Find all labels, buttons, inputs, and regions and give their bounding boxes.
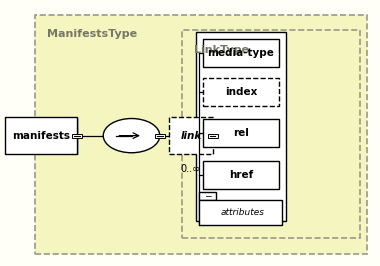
Text: LinkType: LinkType bbox=[194, 45, 249, 55]
FancyBboxPatch shape bbox=[196, 32, 286, 221]
Text: attributes: attributes bbox=[220, 208, 264, 217]
FancyBboxPatch shape bbox=[72, 134, 82, 138]
FancyBboxPatch shape bbox=[182, 30, 360, 238]
FancyBboxPatch shape bbox=[5, 117, 77, 154]
Text: media-type: media-type bbox=[207, 48, 274, 58]
FancyBboxPatch shape bbox=[206, 162, 281, 190]
Text: ManifestsType: ManifestsType bbox=[47, 29, 137, 39]
Text: −: − bbox=[204, 192, 212, 201]
FancyBboxPatch shape bbox=[203, 161, 279, 189]
FancyBboxPatch shape bbox=[206, 40, 281, 68]
Text: 0..∞: 0..∞ bbox=[181, 164, 201, 173]
FancyBboxPatch shape bbox=[35, 15, 367, 254]
Text: link: link bbox=[180, 131, 201, 141]
FancyBboxPatch shape bbox=[206, 120, 281, 148]
FancyBboxPatch shape bbox=[169, 117, 213, 154]
FancyBboxPatch shape bbox=[208, 134, 217, 138]
FancyBboxPatch shape bbox=[200, 200, 282, 225]
FancyBboxPatch shape bbox=[200, 192, 216, 200]
FancyBboxPatch shape bbox=[172, 118, 215, 155]
FancyBboxPatch shape bbox=[203, 39, 279, 66]
Text: rel: rel bbox=[233, 128, 249, 138]
Text: manifests: manifests bbox=[12, 131, 70, 141]
FancyBboxPatch shape bbox=[203, 78, 279, 106]
Text: index: index bbox=[225, 87, 257, 97]
FancyBboxPatch shape bbox=[203, 119, 279, 147]
Ellipse shape bbox=[103, 119, 160, 153]
FancyBboxPatch shape bbox=[155, 134, 165, 138]
FancyBboxPatch shape bbox=[206, 79, 281, 107]
Text: href: href bbox=[229, 170, 253, 180]
FancyBboxPatch shape bbox=[8, 118, 79, 155]
